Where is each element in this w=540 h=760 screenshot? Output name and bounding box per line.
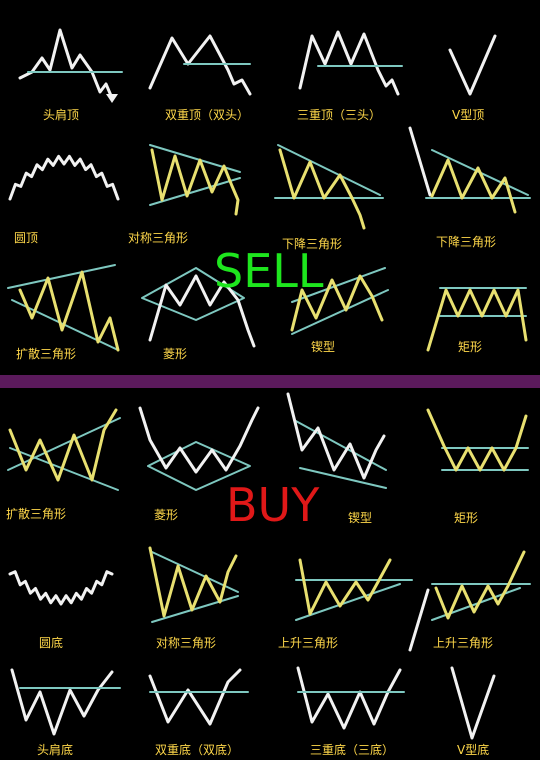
pattern-label-rounding-top: 圆顶 xyxy=(14,231,39,245)
pattern-label-v-bottom: V型底 xyxy=(457,743,490,757)
diamond-top-line xyxy=(148,274,256,348)
pattern-label-ascending-triangle-2: 上升三角形 xyxy=(433,636,494,650)
rect-top-zigzag xyxy=(426,288,528,352)
head-shoulders-bottom-line xyxy=(10,668,114,736)
pattern-label-symmetrical-triangle-top: 对称三角形 xyxy=(128,231,189,245)
broadening-bottom-lower xyxy=(9,447,119,491)
pattern-label-broadening-top: 扩散三角形 xyxy=(16,347,77,361)
pattern-label-triple-top: 三重顶（三头） xyxy=(297,108,382,122)
head-shoulders-top-line xyxy=(18,28,114,100)
pattern-label-double-top: 双重顶（双头） xyxy=(165,108,250,122)
pattern-label-head-and-shoulders-top: 头肩顶 xyxy=(43,108,80,122)
asc-tri-1-lower xyxy=(295,583,401,621)
double-top-line xyxy=(148,34,252,96)
desc-tri-1-zigzag xyxy=(278,148,366,230)
pattern-label-v-top: V型顶 xyxy=(452,108,485,122)
pattern-label-diamond-top: 菱形 xyxy=(163,347,188,361)
sym-tri-top-zigzag xyxy=(150,148,240,216)
diamond-top-outline xyxy=(141,267,245,321)
rounding-bottom-wave xyxy=(8,570,114,606)
v-bottom-line xyxy=(450,666,496,740)
sell-buy-divider-band xyxy=(0,375,540,388)
desc-tri-1-upper xyxy=(277,144,381,196)
pattern-label-descending-triangle-2: 下降三角形 xyxy=(436,235,497,249)
sym-tri-bottom-lower xyxy=(151,595,239,623)
pattern-label-wedge-bottom: 锲型 xyxy=(348,511,373,525)
rect-bottom-zigzag xyxy=(426,408,528,472)
broadening-top-upper xyxy=(7,264,116,289)
sym-tri-top-upper xyxy=(149,144,241,173)
asc-tri-2-lower xyxy=(431,587,521,621)
pattern-label-symmetrical-triangle-bottom: 对称三角形 xyxy=(156,636,217,650)
asc-tri-1-zigzag xyxy=(298,558,392,616)
wedge-bottom-line xyxy=(286,392,386,480)
diamond-bottom-line xyxy=(138,406,260,474)
broadening-bottom-zigzag xyxy=(8,408,118,482)
pattern-label-descending-triangle-1: 下降三角形 xyxy=(282,237,343,251)
triple-bottom-line xyxy=(296,666,402,730)
pattern-label-rectangle-top: 矩形 xyxy=(458,340,483,354)
desc-tri-2-drop xyxy=(408,126,432,197)
v-top-line xyxy=(448,34,497,96)
rounding-top-wave xyxy=(8,154,120,201)
desc-tri-2-zigzag xyxy=(430,158,517,214)
broadening-top-zigzag xyxy=(18,270,120,352)
buy-heading: BUY xyxy=(226,478,320,532)
pattern-label-broadening-bottom: 扩散三角形 xyxy=(6,507,67,521)
pattern-label-rectangle-bottom: 矩形 xyxy=(454,511,479,525)
double-bottom-line xyxy=(148,668,242,726)
head-shoulders-top-arrow xyxy=(106,94,118,103)
asc-tri-2-rally xyxy=(408,588,430,652)
wedge-top-zigzag xyxy=(290,274,384,332)
pattern-label-ascending-triangle-1: 上升三角形 xyxy=(278,636,339,650)
broadening-bottom-upper xyxy=(7,417,121,471)
sym-tri-bottom-zigzag xyxy=(148,546,238,618)
pattern-label-head-and-shoulders-bottom: 头肩底 xyxy=(37,743,74,757)
wedge-bottom-lower xyxy=(299,467,387,489)
pattern-label-wedge-top: 锲型 xyxy=(311,340,336,354)
pattern-label-diamond-bottom: 菱形 xyxy=(154,508,179,522)
sym-tri-top-lower xyxy=(149,177,241,206)
pattern-label-triple-bottom: 三重底（三底） xyxy=(310,743,395,757)
triple-top-line xyxy=(298,30,400,96)
pattern-label-rounding-bottom: 圆底 xyxy=(39,636,64,650)
pattern-label-double-bottom: 双重底（双底） xyxy=(155,743,240,757)
wedge-top-upper xyxy=(291,267,386,303)
sell-heading: SELL xyxy=(214,244,324,298)
asc-tri-2-zigzag xyxy=(434,550,526,620)
